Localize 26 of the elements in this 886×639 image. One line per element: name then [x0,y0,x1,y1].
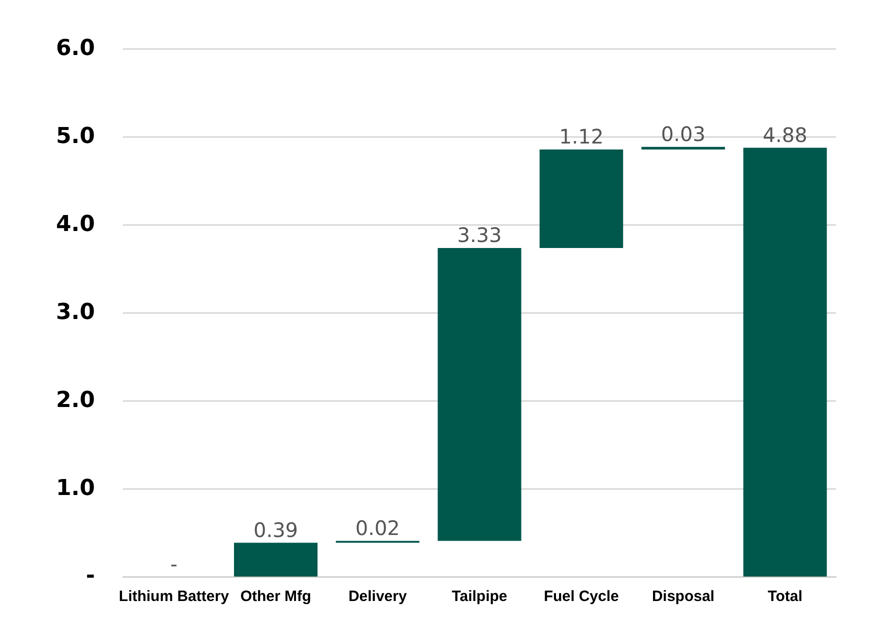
x-tick-label: Delivery [348,588,408,606]
data-label: 0.02 [355,516,400,540]
data-label: 0.39 [254,518,298,542]
y-tick-label: 2.0 [56,388,95,413]
y-tick-label: 1.0 [56,476,95,501]
x-tick-label: Total [768,588,802,606]
x-tick-label: Tailpipe [452,588,508,606]
y-tick-label: 4.0 [56,212,95,237]
y-tick-label: 5.0 [56,124,95,149]
data-label: 0.03 [660,122,706,146]
bar [234,542,318,576]
y-tick-label: 6.0 [56,36,95,61]
x-tick-label: Other Mfg [240,588,312,606]
data-label: - [170,552,178,576]
x-tick-label: Fuel Cycle [544,588,619,606]
y-tick-label: 3.0 [56,300,95,325]
data-label: 1.12 [559,124,604,149]
bar [743,148,827,576]
data-label: 3.33 [457,223,502,248]
bar [438,248,522,541]
bar [540,149,624,248]
y-tick-label: - [86,564,95,589]
x-tick-label: Disposal [652,588,714,606]
data-label: 4.88 [762,122,808,147]
bar [641,146,725,150]
x-tick-label: Lithium Battery [118,588,230,606]
